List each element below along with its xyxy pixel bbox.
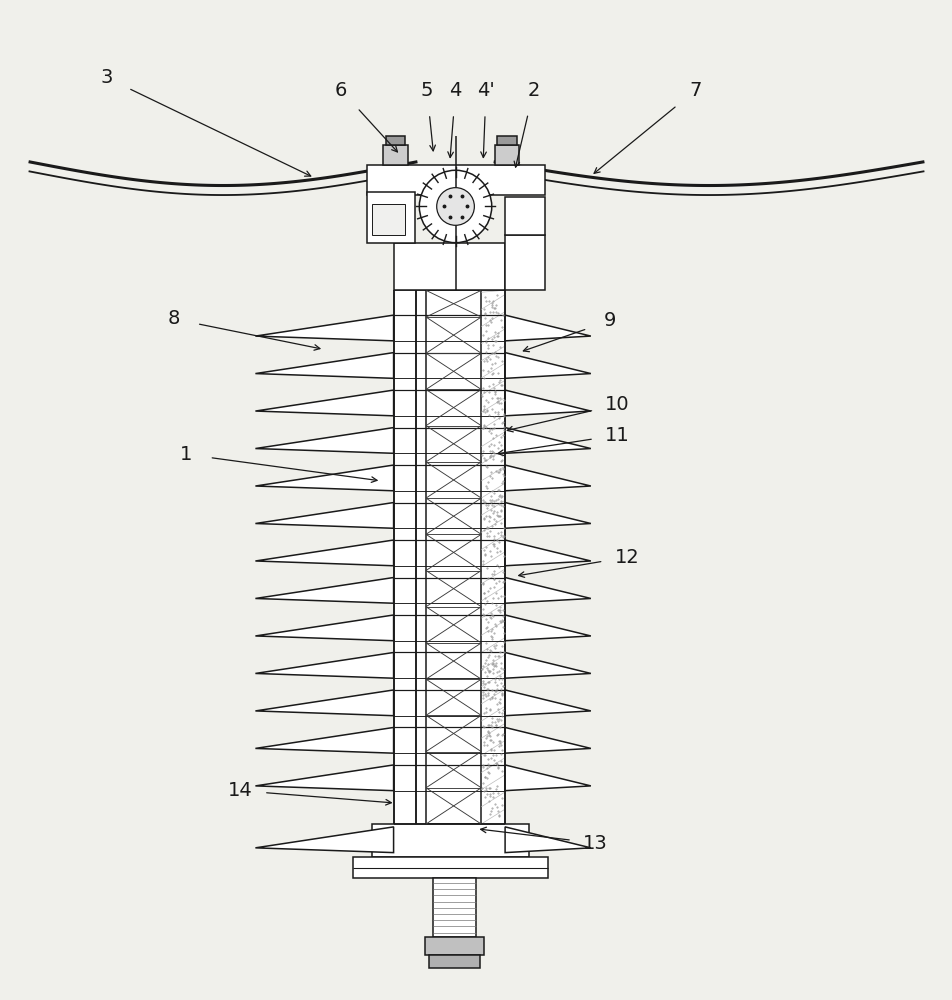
- Polygon shape: [505, 652, 590, 678]
- Polygon shape: [255, 465, 393, 491]
- Polygon shape: [255, 315, 393, 341]
- Polygon shape: [505, 390, 590, 416]
- Bar: [425, 937, 484, 955]
- Polygon shape: [255, 615, 393, 641]
- Bar: [393, 290, 505, 824]
- Circle shape: [436, 188, 474, 225]
- Bar: [386, 136, 405, 145]
- Bar: [367, 165, 545, 195]
- Polygon shape: [505, 690, 590, 716]
- Polygon shape: [255, 353, 393, 378]
- Bar: [428, 955, 480, 968]
- Bar: [371, 824, 528, 857]
- Bar: [371, 204, 405, 235]
- Text: 9: 9: [604, 311, 615, 330]
- Circle shape: [419, 170, 491, 243]
- Bar: [497, 136, 516, 145]
- Polygon shape: [505, 615, 590, 641]
- Polygon shape: [505, 827, 590, 853]
- Text: 6: 6: [335, 81, 347, 100]
- Polygon shape: [255, 690, 393, 716]
- Text: 4': 4': [477, 81, 494, 100]
- Polygon shape: [255, 727, 393, 753]
- Polygon shape: [255, 827, 393, 853]
- Bar: [426, 290, 481, 824]
- Polygon shape: [505, 465, 590, 491]
- Polygon shape: [505, 315, 590, 341]
- Text: 7: 7: [689, 81, 701, 100]
- Bar: [383, 145, 407, 165]
- Text: 5: 5: [420, 81, 433, 100]
- Polygon shape: [505, 503, 590, 528]
- Polygon shape: [255, 390, 393, 416]
- Text: 14: 14: [228, 781, 252, 800]
- Text: 4: 4: [449, 81, 461, 100]
- Polygon shape: [255, 540, 393, 566]
- Polygon shape: [255, 652, 393, 678]
- Text: 2: 2: [527, 81, 539, 100]
- Bar: [393, 243, 505, 290]
- Text: 1: 1: [180, 445, 191, 464]
- Polygon shape: [255, 578, 393, 603]
- Polygon shape: [505, 765, 590, 791]
- Text: 8: 8: [168, 309, 179, 328]
- Polygon shape: [255, 503, 393, 528]
- Bar: [352, 857, 547, 878]
- Text: 10: 10: [605, 395, 629, 414]
- Polygon shape: [505, 428, 590, 453]
- Polygon shape: [505, 353, 590, 378]
- Bar: [432, 878, 476, 937]
- Bar: [505, 197, 545, 235]
- Text: 12: 12: [614, 548, 639, 567]
- Bar: [505, 235, 545, 290]
- Text: 11: 11: [605, 426, 629, 445]
- Polygon shape: [505, 578, 590, 603]
- Bar: [494, 145, 519, 165]
- Text: 3: 3: [101, 68, 112, 87]
- Text: 13: 13: [583, 834, 607, 853]
- Polygon shape: [255, 428, 393, 453]
- Polygon shape: [505, 540, 590, 566]
- Polygon shape: [255, 765, 393, 791]
- Bar: [367, 192, 414, 243]
- Polygon shape: [505, 727, 590, 753]
